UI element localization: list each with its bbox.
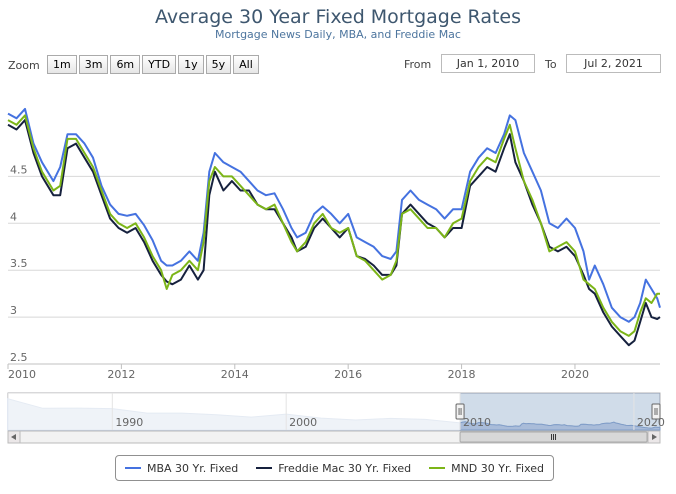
x-axis: 2010 2012 2014 2016 2018 2020 xyxy=(7,363,660,381)
x-tick-label: 2010 xyxy=(8,368,36,381)
right-arrow-icon[interactable] xyxy=(652,434,657,440)
series-line-mba[interactable] xyxy=(7,107,661,323)
zoom-5y-button[interactable]: 5y xyxy=(205,55,232,74)
legend-label-mnd: MND 30 Yr. Fixed xyxy=(451,461,544,475)
navigator-mask-left xyxy=(8,393,461,430)
zoom-6m-button[interactable]: 6m xyxy=(110,55,141,74)
x-tick-label: 2012 xyxy=(107,368,135,381)
grip-icon[interactable] xyxy=(551,434,557,440)
chart-subtitle: Mortgage News Daily, MBA, and Freddie Ma… xyxy=(215,28,461,41)
navigator-tick-label: 1990 xyxy=(115,416,143,429)
legend: MBA 30 Yr. Fixed Freddie Mac 30 Yr. Fixe… xyxy=(115,455,554,481)
navigator-handle-left[interactable] xyxy=(455,403,465,420)
zoom-ytd-button[interactable]: YTD xyxy=(142,55,177,74)
zoom-3m-button[interactable]: 3m xyxy=(78,55,109,74)
scrollbar-thumb[interactable] xyxy=(459,431,648,443)
y-tick-label: 3.5 xyxy=(10,257,28,270)
legend-label-freddie-mac: Freddie Mac 30 Yr. Fixed xyxy=(278,461,412,475)
legend-swatch-mnd xyxy=(429,467,446,469)
y-tick-label: 4 xyxy=(10,210,17,223)
left-arrow-icon[interactable] xyxy=(11,434,16,440)
zoom-1m-button[interactable]: 1m xyxy=(47,55,77,74)
legend-item-freddie-mac[interactable]: Freddie Mac 30 Yr. Fixed xyxy=(256,462,411,475)
navigator[interactable]: 1990 2000 2010 2020 xyxy=(7,392,665,431)
scroll-right-button[interactable] xyxy=(647,430,661,444)
zoom-all-button[interactable]: All xyxy=(233,55,259,74)
x-tick-label: 2014 xyxy=(221,368,249,381)
y-tick-label: 4.5 xyxy=(10,163,28,176)
from-label: From xyxy=(404,58,432,71)
series-line-freddie-mac[interactable] xyxy=(7,119,661,347)
navigator-selected-range[interactable] xyxy=(460,393,660,430)
drag-handle-icon[interactable] xyxy=(651,403,661,420)
navigator-selected-series xyxy=(459,421,661,431)
scroll-left-button[interactable] xyxy=(7,430,21,444)
navigator-series-area xyxy=(7,398,661,431)
legend-swatch-freddie-mac xyxy=(256,467,273,469)
zoom-1y-button[interactable]: 1y xyxy=(178,55,204,74)
y-axis: 2.5 3 3.5 4 4.5 xyxy=(10,163,28,364)
navigator-frame xyxy=(7,392,661,431)
y-tick-label: 2.5 xyxy=(10,351,28,364)
to-date-input[interactable]: Jul 2, 2021 xyxy=(566,54,661,73)
legend-item-mba[interactable]: MBA 30 Yr. Fixed xyxy=(124,461,239,475)
navigator-tick-label: 2010 xyxy=(463,416,491,429)
scrollbar-track[interactable] xyxy=(7,430,661,444)
navigator-tick-label: 2020 xyxy=(637,416,665,429)
legend-label-mba: MBA 30 Yr. Fixed xyxy=(146,461,239,475)
navigator-tick-label: 2000 xyxy=(289,416,317,429)
x-tick-label: 2018 xyxy=(448,368,476,381)
zoom-button-group: 1m 3m 6m YTD 1y 5y All xyxy=(47,55,261,74)
chart-title: Average 30 Year Fixed Mortgage Rates xyxy=(154,6,522,28)
y-tick-label: 3 xyxy=(10,304,17,317)
zoom-label: Zoom xyxy=(8,59,40,72)
from-date-input[interactable]: Jan 1, 2010 xyxy=(441,54,535,73)
x-tick-label: 2016 xyxy=(334,368,362,381)
main-series-group xyxy=(7,107,661,347)
main-grid xyxy=(8,175,660,365)
to-label: To xyxy=(545,58,557,71)
navigator-handle-right[interactable] xyxy=(651,403,661,420)
legend-item-mnd[interactable]: MND 30 Yr. Fixed xyxy=(429,462,544,475)
x-tick-label: 2020 xyxy=(561,368,589,381)
navigator-ticks: 1990 2000 2010 2020 xyxy=(111,393,665,430)
drag-handle-icon[interactable] xyxy=(455,403,465,420)
scrollbar[interactable] xyxy=(7,430,661,444)
legend-swatch-mba xyxy=(124,467,141,469)
series-line-mnd[interactable] xyxy=(7,114,660,337)
